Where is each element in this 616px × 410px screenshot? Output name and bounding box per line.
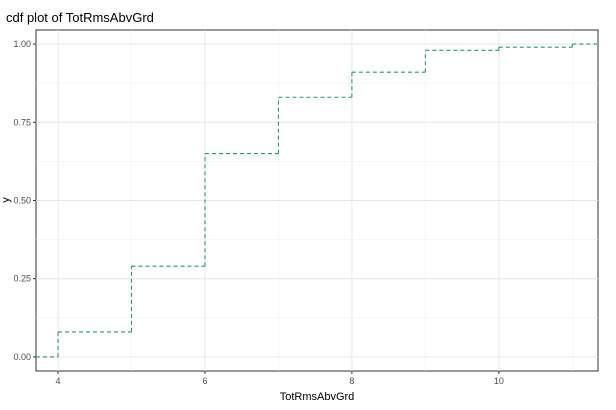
series-layer xyxy=(36,43,598,358)
chart-title: cdf plot of TotRmsAbvGrd xyxy=(6,10,154,25)
y-axis-title: y xyxy=(0,197,12,203)
x-axis: 4 6 8 10 xyxy=(56,371,504,386)
y-tick-label: 1.00 xyxy=(13,39,31,49)
x-tick-label: 4 xyxy=(56,376,61,386)
y-tick-label: 0.50 xyxy=(13,196,31,206)
y-tick-label: 0.00 xyxy=(13,352,31,362)
x-tick-label: 6 xyxy=(202,376,207,386)
x-tick-label: 8 xyxy=(349,376,354,386)
y-tick-label: 0.75 xyxy=(13,117,31,127)
y-axis: 0.00 0.25 0.50 0.75 1.00 xyxy=(13,39,36,362)
x-axis-title: TotRmsAbvGrd xyxy=(280,391,355,403)
y-tick-label: 0.25 xyxy=(13,274,31,284)
x-tick-label: 10 xyxy=(494,376,504,386)
